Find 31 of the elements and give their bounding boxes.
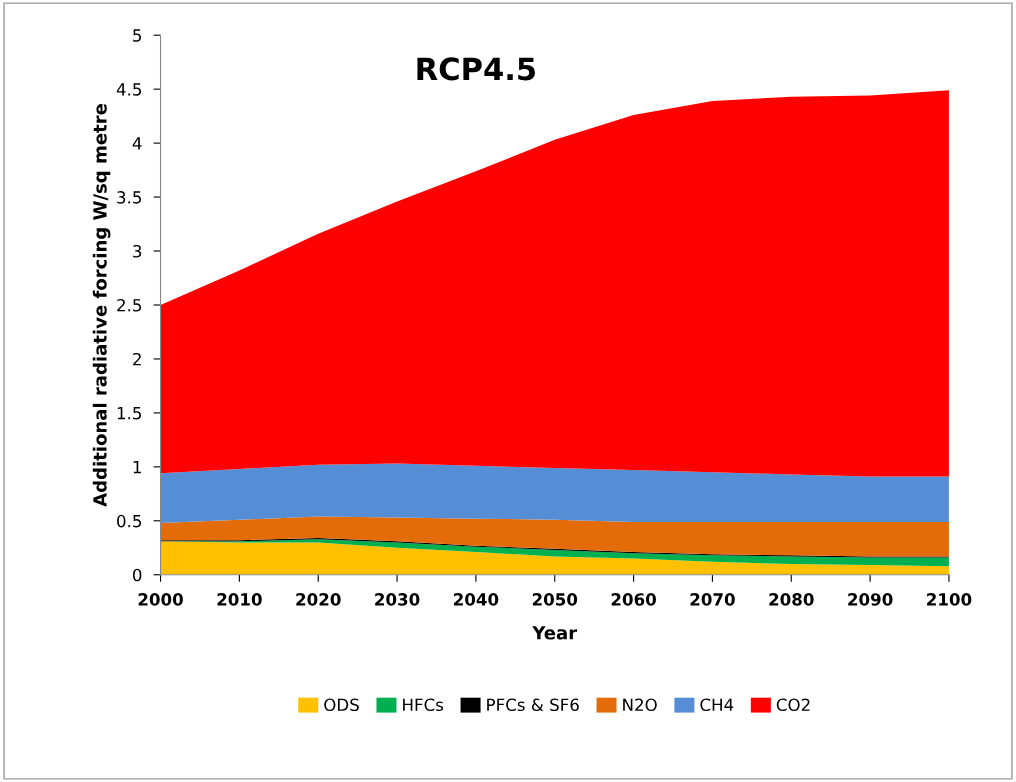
x-tick-label: 2020 — [296, 593, 341, 606]
x-tick-label: 2000 — [138, 593, 183, 606]
x-axis-title: Year — [532, 626, 578, 640]
y-tick-label: 3.5 — [117, 191, 142, 204]
x-tick-label: 2030 — [375, 593, 420, 606]
y-tick-label: 0.5 — [117, 514, 142, 528]
legend-label: CO2 — [776, 698, 810, 712]
y-tick-label: 2.5 — [117, 298, 142, 312]
x-tick-label: 2080 — [769, 593, 814, 606]
y-tick-label: 1 — [133, 461, 141, 474]
legend-label: N2O — [623, 698, 657, 712]
legend-label: PFCs & SF6 — [487, 698, 579, 712]
y-tick-label: 2 — [133, 352, 141, 366]
y-tick-label: 3 — [133, 244, 142, 258]
x-tick-label: 2040 — [454, 593, 499, 606]
legend-label: CH4 — [700, 698, 734, 712]
x-tick-label: 2050 — [532, 593, 578, 606]
x-tick-label: 2060 — [611, 593, 656, 606]
x-tick-label: 2100 — [927, 593, 972, 606]
x-tick-label: 2070 — [690, 593, 735, 606]
y-tick-label: 4 — [132, 137, 142, 150]
y-axis-title: Additional radiative forcing W/sq metre — [92, 104, 111, 507]
y-tick-label: 4.5 — [116, 83, 142, 96]
x-tick-label: 2010 — [217, 593, 262, 606]
x-tick-label: 2090 — [848, 593, 893, 606]
legend-label: HFCs — [403, 698, 444, 712]
legend-label: ODS — [324, 698, 359, 712]
text: RCP4.5 — [417, 57, 535, 81]
y-tick-label: 0 — [132, 568, 142, 582]
y-tick-label: 5 — [133, 29, 142, 42]
y-tick-label: 1.5 — [117, 407, 142, 420]
